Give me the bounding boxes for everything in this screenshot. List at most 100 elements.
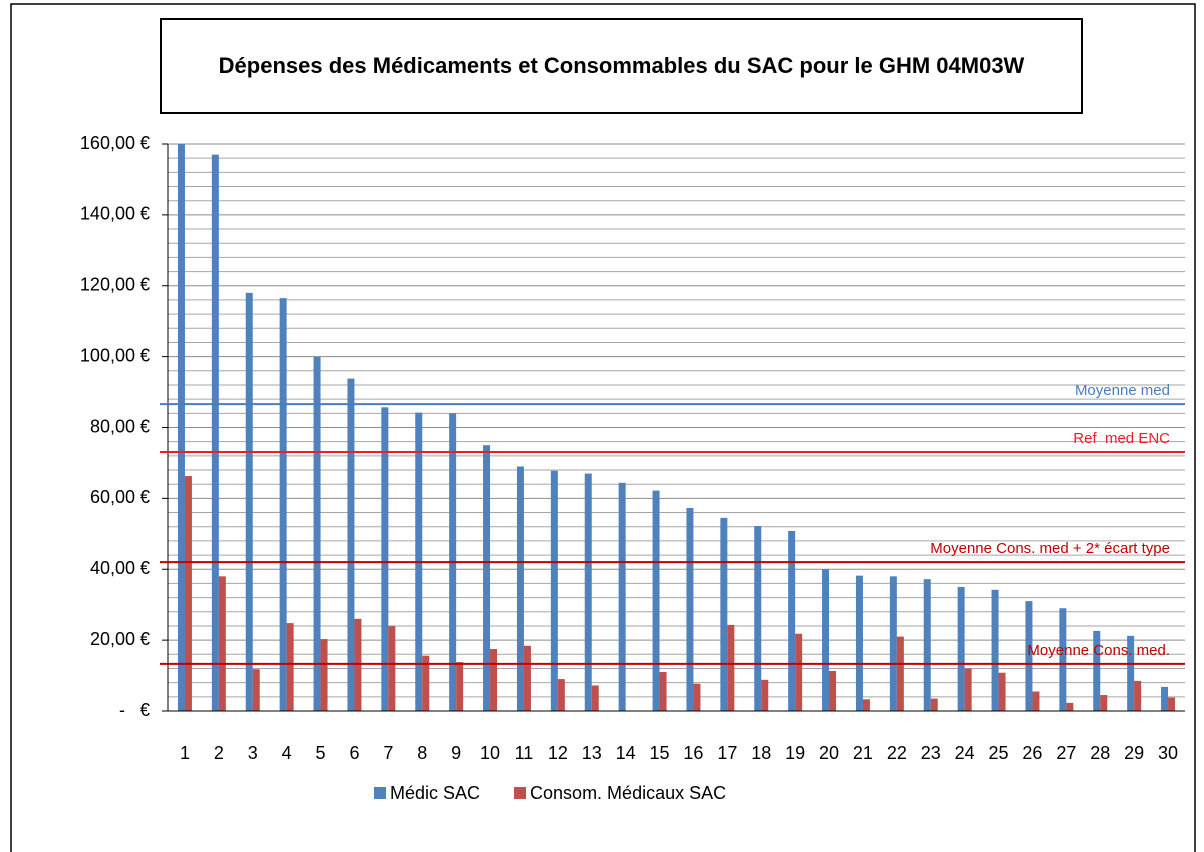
- bar: [693, 683, 701, 711]
- bar: [889, 576, 897, 711]
- y-tick-label: 40,00 €: [90, 558, 150, 578]
- x-tick-label: 9: [451, 743, 461, 763]
- x-tick-label: 21: [853, 743, 873, 763]
- bar: [618, 482, 626, 711]
- bar: [286, 623, 294, 711]
- bar: [218, 576, 226, 711]
- bar: [761, 679, 769, 711]
- bar: [483, 445, 491, 711]
- bar: [490, 648, 498, 711]
- bar: [1127, 635, 1135, 711]
- y-tick-label: 160,00 €: [80, 133, 150, 153]
- bar: [347, 378, 355, 711]
- legend-label: Médic SAC: [390, 783, 480, 803]
- x-tick-label: 29: [1124, 743, 1144, 763]
- bar: [964, 668, 972, 711]
- x-tick-label: 26: [1022, 743, 1042, 763]
- bar: [1161, 686, 1169, 711]
- x-tick-label: 19: [785, 743, 805, 763]
- bar: [659, 672, 667, 711]
- y-tick-label: 80,00 €: [90, 416, 150, 436]
- y-tick-label: 100,00 €: [80, 345, 150, 365]
- bar: [686, 507, 694, 711]
- bar: [279, 298, 287, 711]
- x-tick-label: 23: [921, 743, 941, 763]
- bar: [1066, 702, 1074, 711]
- x-tick-label: 20: [819, 743, 839, 763]
- x-tick-label: 4: [282, 743, 292, 763]
- bar: [584, 473, 592, 711]
- bar: [998, 672, 1006, 711]
- bar: [829, 670, 837, 711]
- bar: [930, 698, 938, 711]
- bar: [184, 476, 192, 711]
- bar: [862, 699, 870, 711]
- reference-label: Moyenne Cons. med.: [1027, 642, 1170, 659]
- bar: [252, 669, 260, 711]
- bar: [320, 639, 328, 711]
- x-tick-label: 17: [717, 743, 737, 763]
- x-tick-label: 15: [650, 743, 670, 763]
- bar: [456, 662, 464, 711]
- bar: [1032, 691, 1040, 711]
- x-tick-label: 6: [349, 743, 359, 763]
- x-tick-label: 27: [1056, 743, 1076, 763]
- bar: [1100, 695, 1108, 711]
- x-tick-label: 12: [548, 743, 568, 763]
- reference-label: Moyenne Cons. med + 2* écart type: [930, 540, 1170, 557]
- y-tick-label: 120,00 €: [80, 275, 150, 295]
- bar: [727, 624, 735, 711]
- bar: [923, 579, 931, 711]
- bar: [720, 517, 728, 711]
- bar: [381, 407, 389, 711]
- bar: [896, 636, 904, 711]
- x-tick-label: 18: [751, 743, 771, 763]
- bar: [245, 292, 253, 711]
- bar: [822, 569, 830, 711]
- bar: [1025, 601, 1033, 711]
- bar: [388, 625, 396, 711]
- x-tick-label: 28: [1090, 743, 1110, 763]
- x-tick-label: 16: [683, 743, 703, 763]
- bar: [652, 490, 660, 711]
- y-tick-label: 20,00 €: [90, 629, 150, 649]
- y-tick-label: 140,00 €: [80, 204, 150, 224]
- bar: [991, 589, 999, 711]
- bar: [591, 685, 599, 711]
- x-tick-label: 10: [480, 743, 500, 763]
- bar: [1168, 697, 1176, 711]
- x-tick-label: 22: [887, 743, 907, 763]
- bar: [957, 586, 965, 711]
- reference-label: Ref med ENC: [1073, 430, 1170, 447]
- x-tick-label: 3: [248, 743, 258, 763]
- legend-label: Consom. Médicaux SAC: [530, 783, 726, 803]
- x-tick-label: 25: [989, 743, 1009, 763]
- bar: [516, 466, 524, 711]
- bar: [211, 154, 219, 712]
- bar: [354, 618, 362, 711]
- x-tick-label: 5: [316, 743, 326, 763]
- bar: [855, 575, 863, 711]
- bar: [523, 645, 531, 711]
- x-tick-label: 11: [515, 743, 534, 763]
- chart-title: Dépenses des Médicaments et Consommables…: [160, 18, 1083, 114]
- bar: [422, 655, 430, 711]
- bar: [1134, 680, 1142, 711]
- y-tick-label: 60,00 €: [90, 487, 150, 507]
- bar: [550, 470, 558, 711]
- bar: [177, 144, 185, 711]
- bar: [788, 530, 796, 711]
- x-tick-label: 13: [582, 743, 602, 763]
- x-tick-label: 7: [383, 743, 393, 763]
- y-tick-label: - €: [119, 700, 150, 720]
- bar: [1059, 608, 1067, 711]
- bar: [1093, 630, 1101, 711]
- x-tick-label: 14: [616, 743, 636, 763]
- bar: [557, 679, 565, 711]
- bar: [313, 356, 321, 711]
- x-tick-label: 1: [180, 743, 190, 763]
- legend-swatch: [374, 787, 386, 799]
- x-tick-label: 24: [955, 743, 975, 763]
